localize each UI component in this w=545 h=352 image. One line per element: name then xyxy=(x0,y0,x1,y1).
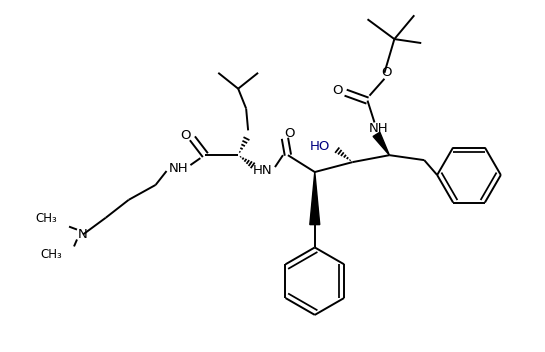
Text: NH: NH xyxy=(368,122,388,135)
Text: O: O xyxy=(332,84,343,97)
Text: N: N xyxy=(78,228,88,241)
Text: O: O xyxy=(381,66,392,79)
Text: O: O xyxy=(284,127,295,140)
Text: HN: HN xyxy=(253,164,273,177)
Polygon shape xyxy=(310,172,320,225)
Text: NH: NH xyxy=(168,162,188,175)
Text: O: O xyxy=(180,129,191,142)
Text: HO: HO xyxy=(310,140,330,153)
Text: CH₃: CH₃ xyxy=(35,212,57,225)
Polygon shape xyxy=(373,132,389,155)
Text: CH₃: CH₃ xyxy=(40,248,62,261)
